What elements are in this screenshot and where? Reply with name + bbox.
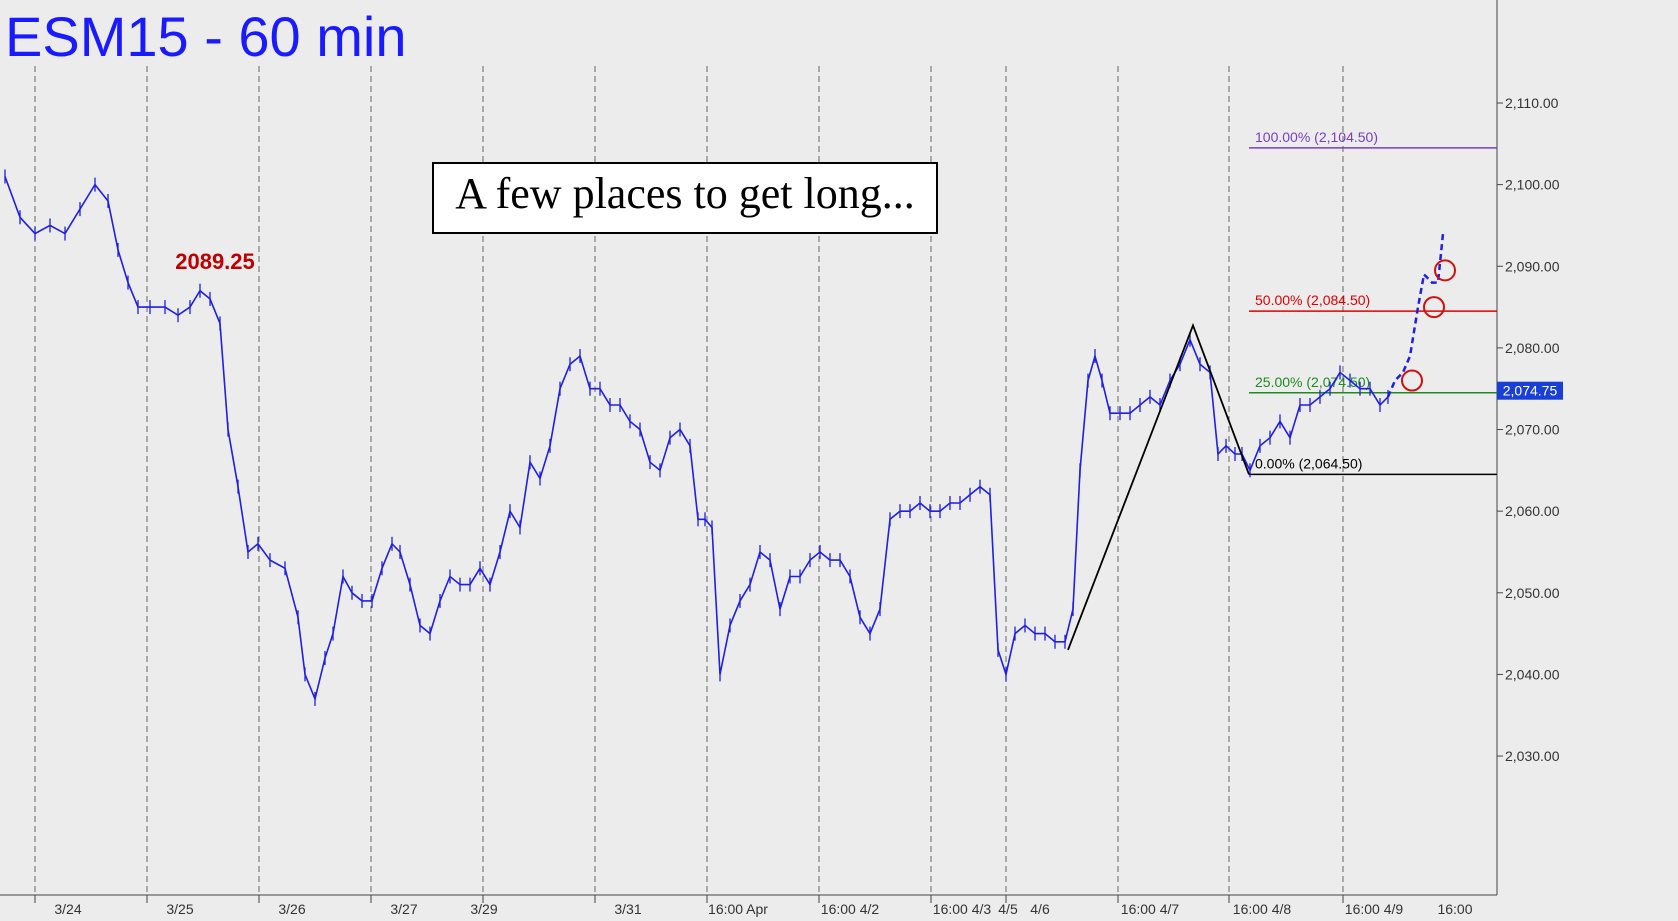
- price-series: [4, 169, 1445, 706]
- x-tick-label-3: 3/27: [390, 901, 417, 917]
- y-tick-label-7: 2,100.00: [1505, 177, 1560, 193]
- x-tick-label-12: 16:00 4/8: [1233, 901, 1292, 917]
- note-text: A few places to get long...: [455, 169, 914, 218]
- x-tick-label-4: 3/29: [470, 901, 497, 917]
- note-box: [432, 162, 938, 234]
- x-tick-label-11: 16:00 4/7: [1121, 901, 1180, 917]
- target-circles: [1401, 259, 1456, 392]
- fibonacci-levels: 100.00% (2,104.50) 50.00% (2,084.50) 25.00…: [1249, 129, 1497, 476]
- x-tick-label-8: 16:00 4/3: [933, 901, 992, 917]
- y-tick-label-1: 2,040.00: [1505, 666, 1560, 682]
- session-gridlines: [34, 66, 1344, 903]
- y-tick-label-0: 2,030.00: [1505, 748, 1560, 764]
- price-series-line-1: [1386, 233, 1445, 398]
- current-price-box: [1497, 381, 1563, 400]
- y-tick-label-8: 2,110.00: [1505, 95, 1559, 111]
- fib-label-1: 50.00% (2,084.50): [1255, 292, 1370, 308]
- peak-label: 2089.25: [175, 249, 255, 274]
- y-tick-label-5: 2,080.00: [1505, 340, 1560, 356]
- x-tick-label-5: 3/31: [614, 901, 641, 917]
- current-price-label: 2,074.75: [1503, 383, 1558, 399]
- fib-label-2: 25.00% (2,074.50): [1255, 374, 1370, 390]
- x-tick-label-6: 16:00 Apr: [708, 901, 768, 917]
- chart-title: ESM15 - 60 min: [5, 5, 407, 68]
- x-tick-label-7: 16:00 4/2: [821, 901, 880, 917]
- x-tick-label-9: 4/5: [998, 901, 1018, 917]
- y-axis-ticks: 2,030.00 2,040.00 2,050.00 2,060.00 2,070.00…: [1497, 95, 1560, 764]
- target-circle-2: [1434, 259, 1456, 282]
- fib-label-0: 100.00% (2,104.50): [1255, 129, 1378, 145]
- y-tick-label-3: 2,060.00: [1505, 503, 1560, 519]
- swing-polyline: [1067, 322, 1250, 651]
- current-price-marker: 2,074.75: [1497, 381, 1563, 400]
- y-tick-label-6: 2,090.00: [1505, 258, 1560, 274]
- target-circle-1: [1423, 296, 1445, 319]
- x-tick-label-14: 16:00: [1437, 901, 1472, 917]
- fib-label-3: 0.00% (2,064.50): [1255, 455, 1362, 471]
- swing-line: [1067, 322, 1250, 651]
- x-tick-label-2: 3/26: [278, 901, 305, 917]
- x-tick-label-1: 3/25: [166, 901, 193, 917]
- target-circle-0: [1401, 369, 1423, 392]
- y-tick-label-4: 2,070.00: [1505, 422, 1560, 438]
- x-tick-label-10: 4/6: [1030, 901, 1050, 917]
- x-axis-ticks: 3/24 3/25 3/26 3/27 3/29 3/31 16:00 Apr 16:00 4…: [54, 901, 1472, 917]
- x-tick-label-13: 16:00 4/9: [1345, 901, 1404, 917]
- x-tick-label-0: 3/24: [54, 901, 81, 917]
- y-tick-label-2: 2,050.00: [1505, 585, 1560, 601]
